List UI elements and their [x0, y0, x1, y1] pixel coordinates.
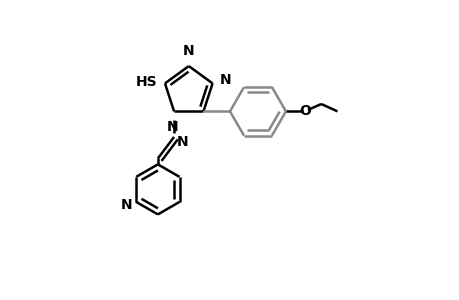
Text: N: N	[167, 120, 178, 134]
Text: HS: HS	[136, 75, 157, 89]
Text: N: N	[219, 73, 231, 87]
Text: N: N	[176, 135, 188, 149]
Text: O: O	[298, 104, 310, 118]
Text: N: N	[183, 44, 194, 58]
Text: N: N	[121, 198, 132, 212]
